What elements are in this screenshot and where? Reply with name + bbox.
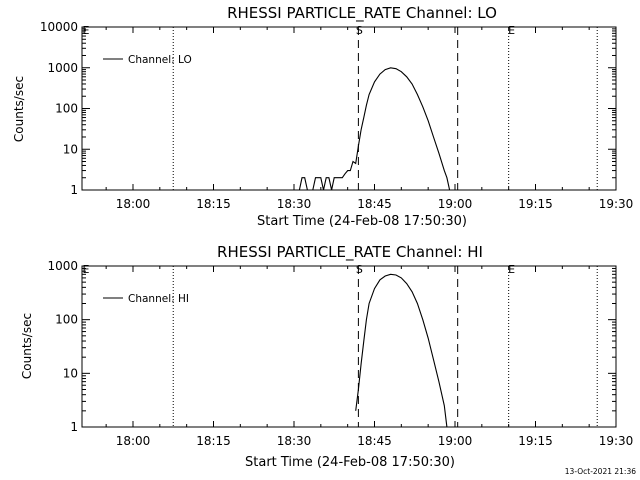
y-axis-label-lo: Counts/sec (12, 76, 26, 142)
x-axis-label-lo: Start Time (24-Feb-08 17:50:30) (257, 214, 467, 229)
y-tick-label-hi-0: 1 (70, 420, 78, 434)
y-tick-label-lo-0: 1 (70, 183, 78, 197)
y-tick-label-hi-2: 100 (55, 313, 78, 327)
start-marker-label-lo: S (356, 24, 363, 37)
x-axis-label-hi: Start Time (24-Feb-08 17:50:30) (245, 455, 455, 470)
x-tick-label-hi-2: 18:30 (277, 434, 312, 448)
series-line-hi-0 (355, 273, 448, 428)
y-tick-label-lo-1: 10 (63, 142, 78, 156)
x-tick-label-lo-2: 18:30 (277, 197, 312, 211)
x-tick-label-lo-5: 19:15 (518, 197, 553, 211)
y-tick-label-hi-3: 1000 (47, 259, 78, 273)
chart-panel-lo: RHESSI PARTICLE_RATE Channel: LO S E E 18:… (12, 4, 633, 229)
series-line-lo-0 (298, 67, 451, 191)
x-tick-label-lo-6: 19:30 (599, 197, 634, 211)
y-tick-label-hi-1: 10 (63, 366, 78, 380)
edge-marker-label-lo: E (83, 24, 90, 37)
x-tick-label-hi-3: 18:45 (357, 434, 392, 448)
legend-lo: Channel: LO (103, 54, 192, 66)
legend-entry-hi: Channel: HI (128, 293, 189, 305)
x-tick-label-hi-5: 19:15 (518, 434, 553, 448)
x-tick-label-lo-0: 18:00 (116, 197, 151, 211)
legend-hi: Channel: HI (103, 293, 189, 305)
footer-timestamp: 13-Oct-2021 21:36 (565, 467, 636, 476)
x-tick-label-lo-3: 18:45 (357, 197, 392, 211)
x-tick-label-lo-1: 18:15 (196, 197, 231, 211)
x-tick-label-hi-0: 18:00 (116, 434, 151, 448)
start-marker-label-hi: S (356, 263, 363, 276)
y-axis-label-hi: Counts/sec (20, 313, 34, 379)
x-tick-label-hi-4: 19:00 (438, 434, 473, 448)
y-tick-label-lo-3: 1000 (47, 61, 78, 75)
chart-panel-hi: RHESSI PARTICLE_RATE Channel: HI S E E 18:… (20, 243, 633, 470)
plot-frame-lo (81, 26, 617, 191)
x-tick-label-hi-1: 18:15 (196, 434, 231, 448)
edge-marker-label-hi: E (83, 263, 90, 276)
chart-title-hi: RHESSI PARTICLE_RATE Channel: HI (217, 243, 483, 262)
chart-title-lo: RHESSI PARTICLE_RATE Channel: LO (227, 4, 497, 23)
x-tick-label-lo-4: 19:00 (438, 197, 473, 211)
legend-entry-lo: Channel: LO (128, 54, 192, 66)
y-tick-label-lo-2: 100 (55, 102, 78, 116)
plot-frame-hi (81, 265, 617, 428)
x-tick-label-hi-6: 19:30 (599, 434, 634, 448)
end-marker-label-hi: E (508, 263, 515, 276)
y-tick-label-lo-4: 10000 (40, 20, 78, 34)
end-marker-label-lo: E (508, 24, 515, 37)
